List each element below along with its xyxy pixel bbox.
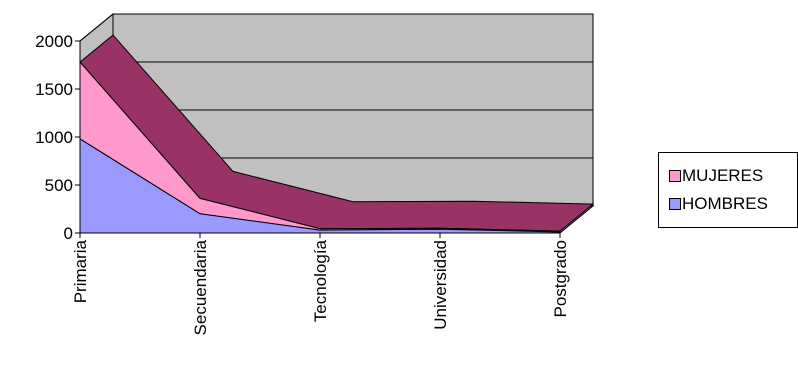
x-axis: Primaria Secuendaria Tecnología Universidad… bbox=[71, 232, 570, 335]
x-tick-label: Primaria bbox=[71, 239, 90, 303]
gridline bbox=[79, 13, 593, 42]
y-tick-label: 1000 bbox=[35, 128, 73, 147]
y-tick-label: 500 bbox=[45, 176, 73, 195]
y-tick-label: 1500 bbox=[35, 80, 73, 99]
x-tick-label: Postgrado bbox=[551, 240, 570, 318]
y-tick-label: 2000 bbox=[35, 32, 73, 51]
y-axis: 0 500 1000 1500 2000 bbox=[35, 32, 81, 243]
legend-item-mujeres: MUJERES bbox=[669, 165, 763, 187]
x-tick-label: Universidad bbox=[431, 240, 450, 330]
legend-swatch-hombres bbox=[669, 198, 681, 210]
legend-label-hombres: HOMBRES bbox=[682, 194, 768, 213]
legend-label-mujeres: MUJERES bbox=[682, 166, 764, 185]
x-tick-label: Tecnología bbox=[311, 239, 330, 322]
legend-swatch-mujeres bbox=[669, 170, 681, 182]
chart-legend: MUJERES HOMBRES bbox=[658, 152, 798, 228]
legend-item-hombres: HOMBRES bbox=[669, 193, 768, 215]
y-tick-label: 0 bbox=[64, 224, 73, 243]
x-tick-label: Secuendaria bbox=[191, 239, 210, 335]
